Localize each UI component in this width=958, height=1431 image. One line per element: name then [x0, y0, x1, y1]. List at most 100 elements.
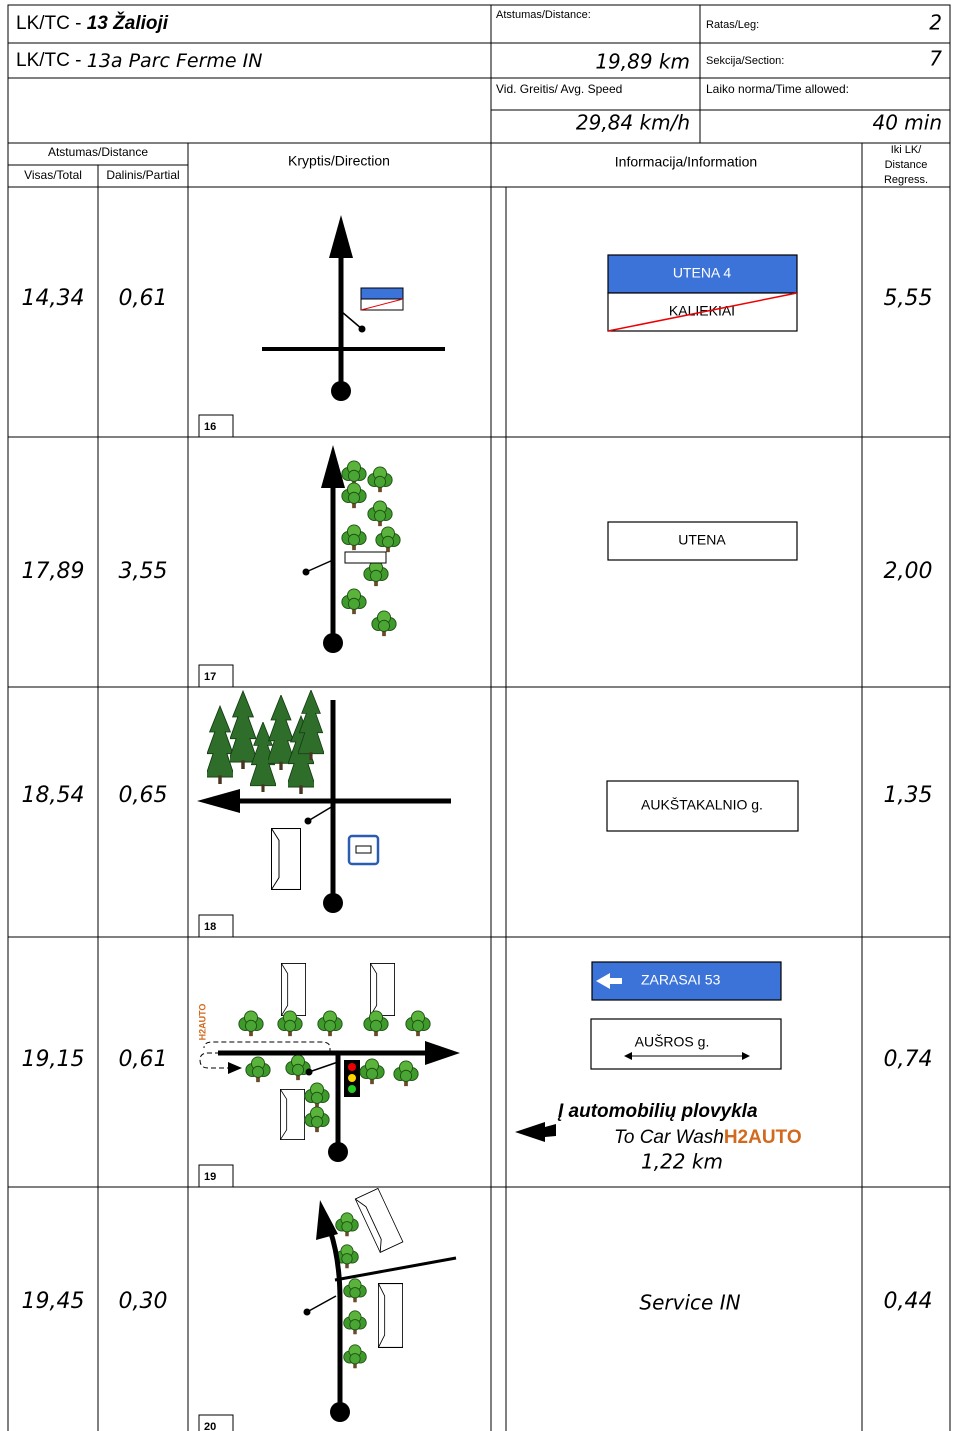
- note: Į automobilių plovykla: [557, 1101, 758, 1122]
- grid: [7, 4, 951, 1431]
- number-box: [198, 414, 234, 438]
- total: 18,54: [22, 783, 85, 808]
- regress: 0,74: [884, 1047, 933, 1072]
- number: 18: [204, 921, 216, 933]
- shape: [596, 973, 622, 989]
- icon: [367, 500, 393, 527]
- shape: [607, 292, 798, 332]
- note: Service IN: [639, 1291, 740, 1315]
- shape: [197, 789, 240, 813]
- note-text: To Car Wash: [614, 1127, 724, 1148]
- icon: [280, 1089, 305, 1140]
- column-header: Atstumas/Distance: [48, 145, 148, 159]
- shape: [199, 1041, 331, 1069]
- sign-text: AUŠROS g.: [635, 1034, 710, 1050]
- shape: [302, 568, 310, 576]
- shape: [306, 1295, 337, 1313]
- prefix: LK/TC -: [16, 13, 87, 34]
- label: Vid. Greitis/ Avg. Speed: [496, 82, 622, 96]
- shape: [304, 817, 312, 825]
- icon: [304, 1082, 330, 1109]
- diagram: [302, 445, 401, 653]
- column-header: Informacija/Information: [615, 154, 757, 170]
- regress: 0,44: [884, 1289, 933, 1314]
- shape: [355, 845, 372, 854]
- shape: [425, 1041, 460, 1065]
- shape: [348, 1085, 356, 1093]
- shape: [624, 1052, 632, 1060]
- value: 29,84 km/h: [576, 111, 690, 135]
- icon: [335, 1212, 359, 1237]
- label: Ratas/Leg:: [706, 19, 759, 31]
- total: 14,34: [22, 286, 85, 311]
- icon: [230, 690, 256, 770]
- number: 16: [204, 421, 216, 433]
- shape: [308, 1061, 339, 1073]
- icon: [281, 963, 306, 1016]
- shape: [328, 1142, 348, 1162]
- icon: [370, 963, 395, 1016]
- icon: [405, 1010, 431, 1037]
- label: Atstumas/Distance:: [496, 9, 591, 21]
- partial: 0,61: [119, 1047, 168, 1072]
- shape: [348, 1074, 356, 1082]
- info: UTENA 4 KALIEKIAI UTENA AUKŠTAKALNIO g. …: [515, 254, 802, 1315]
- number-box: [198, 1414, 234, 1431]
- regress: 2,00: [884, 559, 933, 584]
- column-header: Distance: [885, 159, 928, 171]
- shape: [305, 1068, 313, 1076]
- shape: [606, 780, 799, 832]
- icon: [371, 610, 397, 637]
- column-header: Regress.: [884, 174, 928, 186]
- icon: [298, 690, 324, 760]
- column-header: Visas/Total: [24, 168, 82, 182]
- number-box: [198, 1164, 234, 1188]
- column-header: Iki LK/: [891, 144, 923, 156]
- icon: [378, 1283, 403, 1348]
- icon: [375, 526, 401, 553]
- note: 1,22 km: [641, 1150, 723, 1174]
- shape: [228, 1062, 242, 1074]
- total: 19,45: [22, 1289, 85, 1314]
- shape: [742, 1052, 750, 1060]
- number-box: [198, 914, 234, 938]
- value: 19,89 km: [595, 50, 690, 74]
- value: 7: [929, 47, 942, 71]
- icon: [341, 524, 367, 551]
- note: To Car WashH2AUTO: [614, 1127, 802, 1148]
- diagram: [197, 690, 451, 913]
- icon: [238, 1010, 264, 1037]
- regress: 1,35: [884, 783, 933, 808]
- regress: 5,55: [884, 286, 933, 311]
- partial: 0,30: [119, 1289, 168, 1314]
- label: Laiko norma/Time allowed:: [706, 82, 849, 96]
- shape: [607, 521, 798, 561]
- icon: [207, 705, 233, 785]
- sign-text: ZARASAI 53: [641, 972, 721, 988]
- shape: [330, 1402, 350, 1422]
- shape: [331, 381, 351, 401]
- shape: [321, 445, 345, 488]
- shape: [329, 215, 353, 258]
- total: 17,89: [22, 559, 85, 584]
- icon: [245, 1056, 271, 1083]
- icon: [393, 1060, 419, 1087]
- shape: [323, 633, 343, 653]
- column-header: Kryptis/Direction: [288, 153, 390, 169]
- sign-text: AUKŠTAKALNIO g.: [641, 797, 763, 813]
- shape: [360, 287, 404, 300]
- value: 2: [929, 11, 942, 35]
- value: 40 min: [872, 111, 942, 135]
- icon: [341, 460, 367, 487]
- total: 19,15: [22, 1047, 85, 1072]
- icon: [341, 588, 367, 615]
- row-texts: 14,34 0,61 5,55 16 17,89 3,55 2,00 17 18,54 0,65 1…: [22, 286, 933, 1431]
- icon: [343, 1310, 367, 1335]
- shape: [348, 1063, 356, 1071]
- shape: [590, 1018, 782, 1070]
- icon: [304, 1106, 330, 1133]
- shape: [327, 1229, 343, 1412]
- icon: [271, 828, 301, 890]
- shape: [316, 1200, 338, 1240]
- icon: [363, 560, 389, 587]
